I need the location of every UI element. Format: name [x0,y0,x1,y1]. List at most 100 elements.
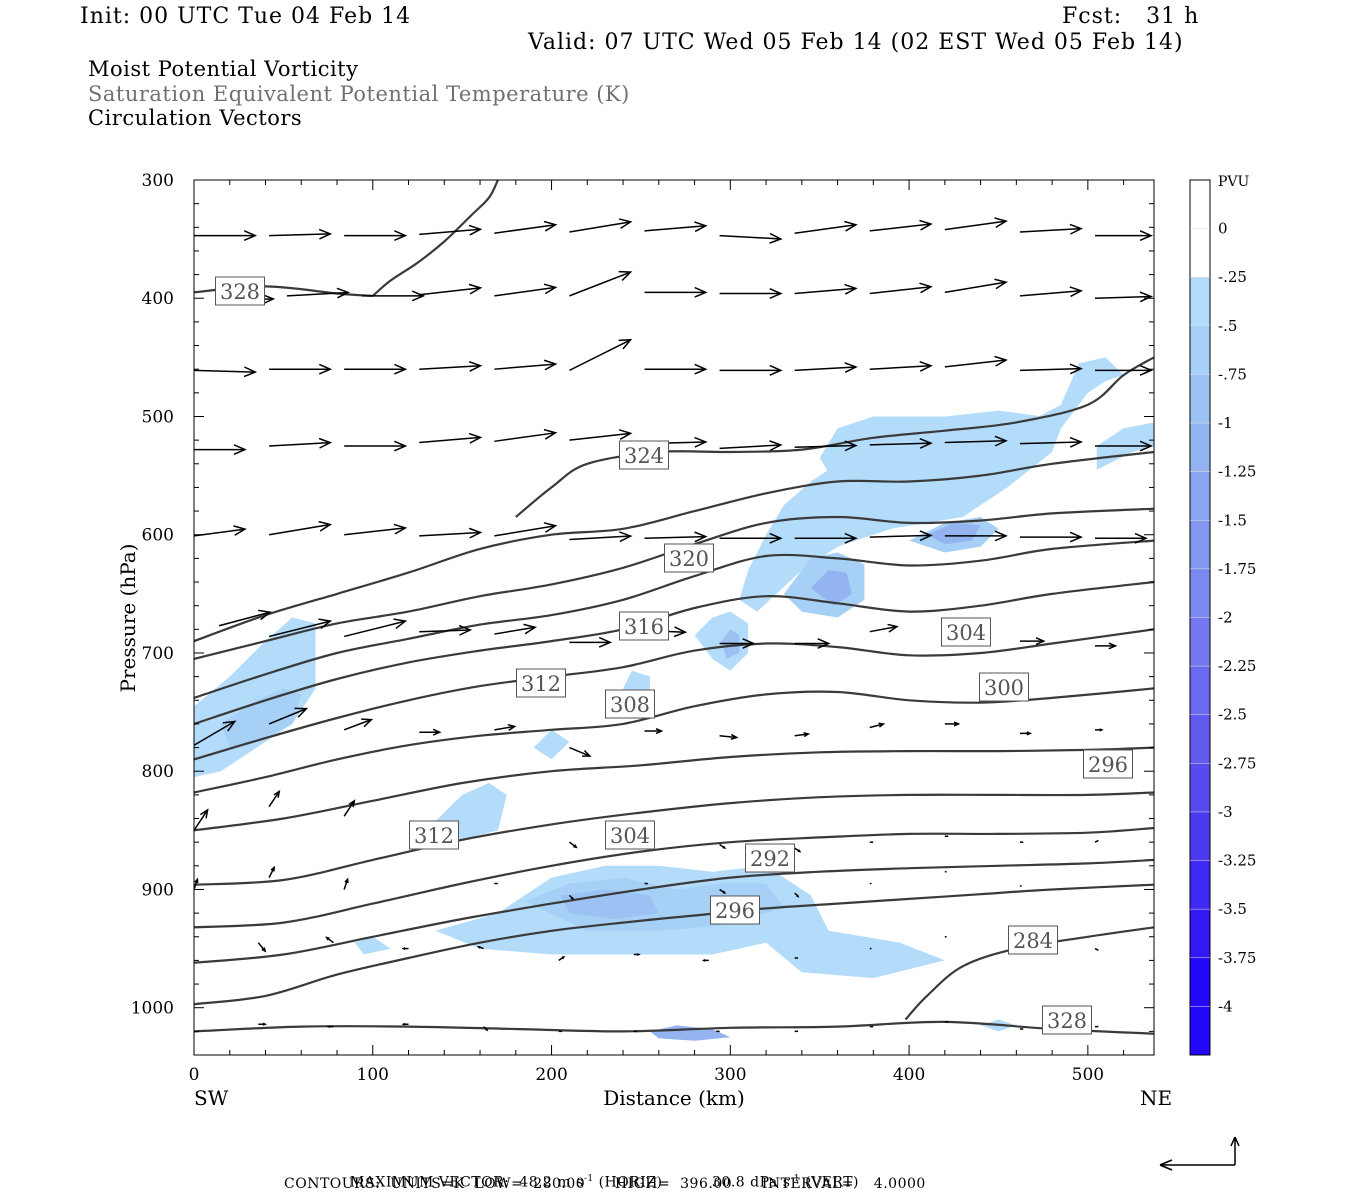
contour-label: 304 [941,617,991,647]
vector-arrow [794,362,858,374]
theta-es-contour-1 [904,926,1154,1021]
contour-label: 328 [215,276,265,306]
contour-label: 328 [1042,1005,1092,1035]
horiz-max-value: 48.2 m s [519,1174,584,1191]
pv-region-1 [220,688,302,748]
vector-arrow [719,843,727,849]
colorbar-swatch [1190,714,1210,764]
contour-label: 304 [605,820,655,850]
vector-arrow [719,232,783,244]
vector-arrow [794,892,800,898]
svg-text:284: 284 [1013,929,1053,953]
vector-arrow [1019,531,1084,543]
y-tick-label: 300 [142,171,174,191]
vector-arrow [701,959,709,962]
svg-text:316: 316 [624,615,664,639]
colorbar-label: -2.25 [1218,657,1256,675]
vector-arrow [944,217,1008,231]
colorbar-swatch [1190,277,1210,326]
pv-region-20 [354,936,391,955]
colorbar-swatch [1190,957,1210,1007]
contour-label: 300 [979,672,1029,702]
vector-arrow [419,360,483,372]
sw-label: SW [194,1086,229,1110]
contour-labels: 328 284 296 292 304 312 296 300 304 308 312 316 320 3… [215,276,1133,1035]
colorbar-swatch [1190,423,1210,472]
vector-arrow [644,531,708,543]
colorbar-label: -3.75 [1218,949,1256,967]
vector-arrow [325,936,334,944]
vector-arrow [794,220,858,234]
horiz-unit: (HORIZ) [598,1174,663,1191]
pv-region-3 [533,729,570,760]
vector-arrow [869,438,933,449]
theta-es-contour-12 [194,450,1154,643]
theta-es-contour-10 [194,539,1154,699]
axes: 0 100 200 300 400 500 300 400 500 600 700 800 900 100… [131,171,1154,1085]
vector-arrow [268,865,276,878]
x-tick-label: 400 [893,1065,925,1085]
vector-arrow [1095,642,1118,650]
vector-arrow [869,282,933,295]
vector-arrow [569,218,633,233]
plot-frame [193,179,1155,1056]
vector-arrow [1095,532,1148,544]
vector-arrow [257,942,267,953]
vector-arrow [1095,440,1153,452]
contour-label: 312 [409,820,459,850]
vert-unit: (VERT) [805,1174,859,1191]
colorbar-title: PVU [1218,174,1250,190]
vector-arrow [644,363,708,375]
y-tick-label: 900 [142,880,174,900]
contour-label: 308 [605,689,655,719]
vector-arrow [719,888,727,894]
colorbar-label: -1 [1218,414,1233,432]
horiz-exponent: -1 [583,1174,594,1184]
vector-arrow [869,722,886,729]
colorbar-swatch [1190,180,1210,229]
contour-label: 320 [664,543,714,573]
max-vector-label: MAXIMUM VECTOR: [349,1174,510,1191]
vector-arrow [569,270,633,297]
vector-arrow [362,290,426,302]
contour-label: 312 [516,668,566,698]
vector-arrow [401,947,409,950]
vector-arrow [944,355,1008,368]
colorbar: PVU 0 -.25 -.5 -.75 -1 -1.25 -1.5 -1.75 -2 -2.25 -2… [1189,174,1256,1056]
vector-arrow [419,224,483,236]
vector-arrow [258,1022,268,1026]
vector-arrow [1019,436,1084,448]
svg-text:320: 320 [669,547,709,571]
vector-arrow [869,360,933,372]
theta-es-contour-8 [194,628,1154,761]
vector-arrow [343,718,374,731]
colorbar-swatch [1190,811,1210,861]
pv-region-16 [927,522,981,545]
vector-arrow [401,1022,409,1026]
vector-arrow [558,955,566,962]
colorbar-label: -2.5 [1218,706,1247,724]
vector-arrow [268,618,333,638]
vector-arrow [944,530,1008,542]
vector-arrow [569,531,633,543]
vert-exponent: -1 [790,1174,801,1184]
vector-arrow [869,623,899,633]
contour-label: 316 [619,611,669,641]
forecast-hour: Fcst: 31 h [1062,4,1200,29]
colorbar-swatch [1190,325,1210,375]
vector-arrow [269,228,333,240]
vector-arrow [719,733,739,740]
contour-label: 284 [1008,925,1058,955]
contour-label: 292 [745,843,795,873]
vector-arrow [344,230,408,242]
vector-arrow [1095,728,1104,732]
vector-arrow [644,221,708,233]
vector-arrow [194,720,237,746]
reference-vector-icon [1159,1136,1240,1171]
vector-arrow [1095,230,1153,242]
vector-arrow [483,1026,489,1032]
vector-arrow [568,841,578,849]
contours-info: CONTOURS: UNITS=K LOW= 280.00 HIGH= 396.… [284,1176,926,1192]
vector-arrow [794,440,858,452]
vector-arrow [794,731,811,738]
